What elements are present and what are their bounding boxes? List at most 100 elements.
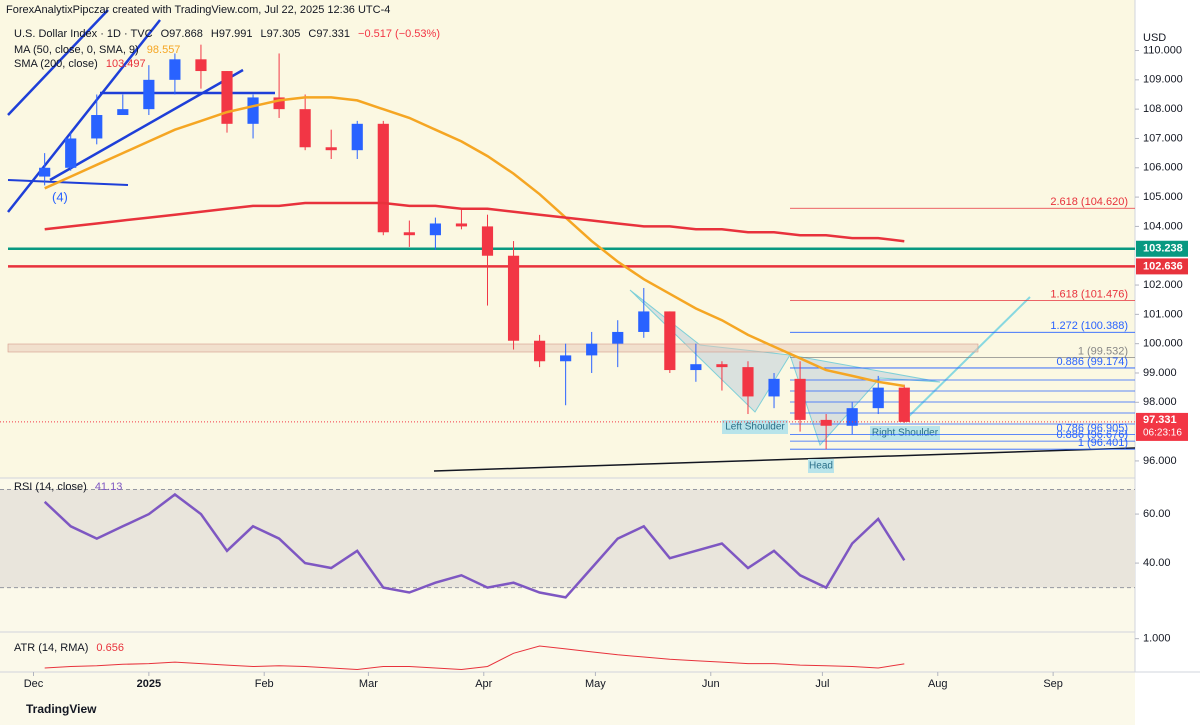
projection xyxy=(904,296,1031,421)
candle-body xyxy=(898,387,910,422)
candle-body xyxy=(768,378,780,397)
symbol-row: U.S. Dollar Index · 1D · TVC O97.868 H97… xyxy=(14,28,445,40)
rsi-line xyxy=(43,492,906,599)
legend-row: RSI (14, close) 41.13 xyxy=(14,481,127,493)
fib-label: 2.618 (104.620) xyxy=(1050,196,1128,208)
ohlc: O97.868 xyxy=(160,28,203,40)
ma-line xyxy=(44,96,905,388)
legend-value: 98.557 xyxy=(146,44,181,56)
channel-line xyxy=(7,9,109,116)
legend-name: RSI (14, close) xyxy=(14,481,87,493)
candle-body xyxy=(325,147,337,151)
candle-body xyxy=(560,355,572,362)
fib-label: 1.618 (101.476) xyxy=(1050,288,1128,300)
y-tick-label: 110.000 xyxy=(1143,44,1182,56)
y-tick-label: 109.000 xyxy=(1143,74,1183,86)
candle-body xyxy=(299,109,311,148)
candle-body xyxy=(507,255,520,341)
candle-body xyxy=(351,123,363,151)
y-tick-label: 105.000 xyxy=(1143,191,1183,203)
price-badge xyxy=(1136,258,1188,275)
y-tick-label: 99.000 xyxy=(1143,367,1177,379)
candle-body xyxy=(820,419,832,426)
credit: ForexAnalytixPipczar created with Tradin… xyxy=(6,4,391,16)
candle-body xyxy=(143,79,155,110)
pattern-label: Right Shoulder xyxy=(872,428,939,439)
channel-line xyxy=(49,68,244,182)
resistance-zone xyxy=(7,343,979,353)
candle-body xyxy=(65,138,77,168)
y-tick-label: 40.00 xyxy=(1143,557,1171,569)
price-badge-label: 102.636 xyxy=(1143,260,1183,272)
candle-body xyxy=(846,408,858,426)
candle-body xyxy=(377,123,389,233)
x-tick-label: Aug xyxy=(928,678,948,690)
candle-body xyxy=(794,378,806,420)
trend-line xyxy=(7,179,129,186)
legend-row: ATR (14, RMA) 0.656 xyxy=(14,642,129,654)
price-badge-label: 97.331 xyxy=(1143,414,1177,426)
candle-body xyxy=(273,97,285,110)
candle-body xyxy=(91,115,103,139)
fib-label: 1.272 (100.388) xyxy=(1050,320,1128,332)
candle-body xyxy=(586,343,598,356)
footer-logo: TradingView xyxy=(26,702,97,716)
legend-name: ATR (14, RMA) xyxy=(14,642,89,654)
price-badge xyxy=(1136,412,1188,441)
ohlc: L97.305 xyxy=(260,28,301,40)
pattern-label: Head xyxy=(809,461,833,472)
candle-body xyxy=(247,97,259,124)
candle-body xyxy=(742,367,754,397)
fib-label: 0.786 (96.905) xyxy=(1056,422,1128,434)
price-badge-label: 103.238 xyxy=(1143,243,1183,255)
candle-body xyxy=(690,364,702,371)
fib-label: 1 (96.401) xyxy=(1078,437,1128,449)
price-axis xyxy=(1135,0,1200,725)
legend-value: 103.497 xyxy=(105,58,146,70)
y-tick-label: 100.000 xyxy=(1143,338,1183,350)
candle-body xyxy=(117,109,129,116)
fib-label: 0.886 (96.676) xyxy=(1056,429,1128,441)
candle-body xyxy=(534,340,546,362)
x-tick-label: Jul xyxy=(815,678,829,690)
x-tick-label: Apr xyxy=(475,678,492,690)
legend-value: 41.13 xyxy=(94,481,123,493)
candle-body xyxy=(872,387,884,409)
candle-body xyxy=(429,223,441,236)
ohlc: H97.991 xyxy=(210,28,253,40)
y-tick-label: 101.000 xyxy=(1143,308,1183,320)
candle-body xyxy=(716,364,728,368)
y-tick-label: 98.000 xyxy=(1143,396,1177,408)
y-tick-label: 106.000 xyxy=(1143,162,1183,174)
x-tick-label: 2025 xyxy=(137,678,161,690)
candle-body xyxy=(403,232,415,236)
label-box xyxy=(870,426,940,440)
y-tick-label: 60.00 xyxy=(1143,508,1171,520)
y-tick-label: 96.000 xyxy=(1143,455,1177,467)
change: −0.517 (−0.53%) xyxy=(358,28,440,40)
candle-body xyxy=(481,226,494,256)
candle-body xyxy=(455,223,468,227)
legend-name: MA (50, close, 0, SMA, 9) xyxy=(14,44,139,56)
support-line xyxy=(433,447,1136,472)
ma-line xyxy=(44,201,905,243)
currency: USD xyxy=(1143,32,1166,44)
candle-body xyxy=(221,71,233,124)
pattern-label: Left Shoulder xyxy=(725,422,785,433)
fib-label: 1 (99.532) xyxy=(1078,345,1128,357)
legend-value: 0.656 xyxy=(96,642,124,654)
candle-body xyxy=(169,59,181,80)
rsi-band xyxy=(0,489,1135,588)
x-tick-label: Sep xyxy=(1043,678,1063,690)
label-box xyxy=(722,420,788,434)
ohlc: C97.331 xyxy=(308,28,350,40)
wave-label: (4) xyxy=(52,189,68,204)
candle-body xyxy=(638,311,650,332)
main-pane xyxy=(0,0,1135,478)
price-badge xyxy=(1136,240,1188,257)
x-tick-label: Dec xyxy=(24,678,44,690)
x-tick-label: May xyxy=(585,678,606,690)
legend-row: MA (50, close, 0, SMA, 9) 98.557 xyxy=(14,44,185,56)
countdown: 06:23:16 xyxy=(1143,428,1182,439)
